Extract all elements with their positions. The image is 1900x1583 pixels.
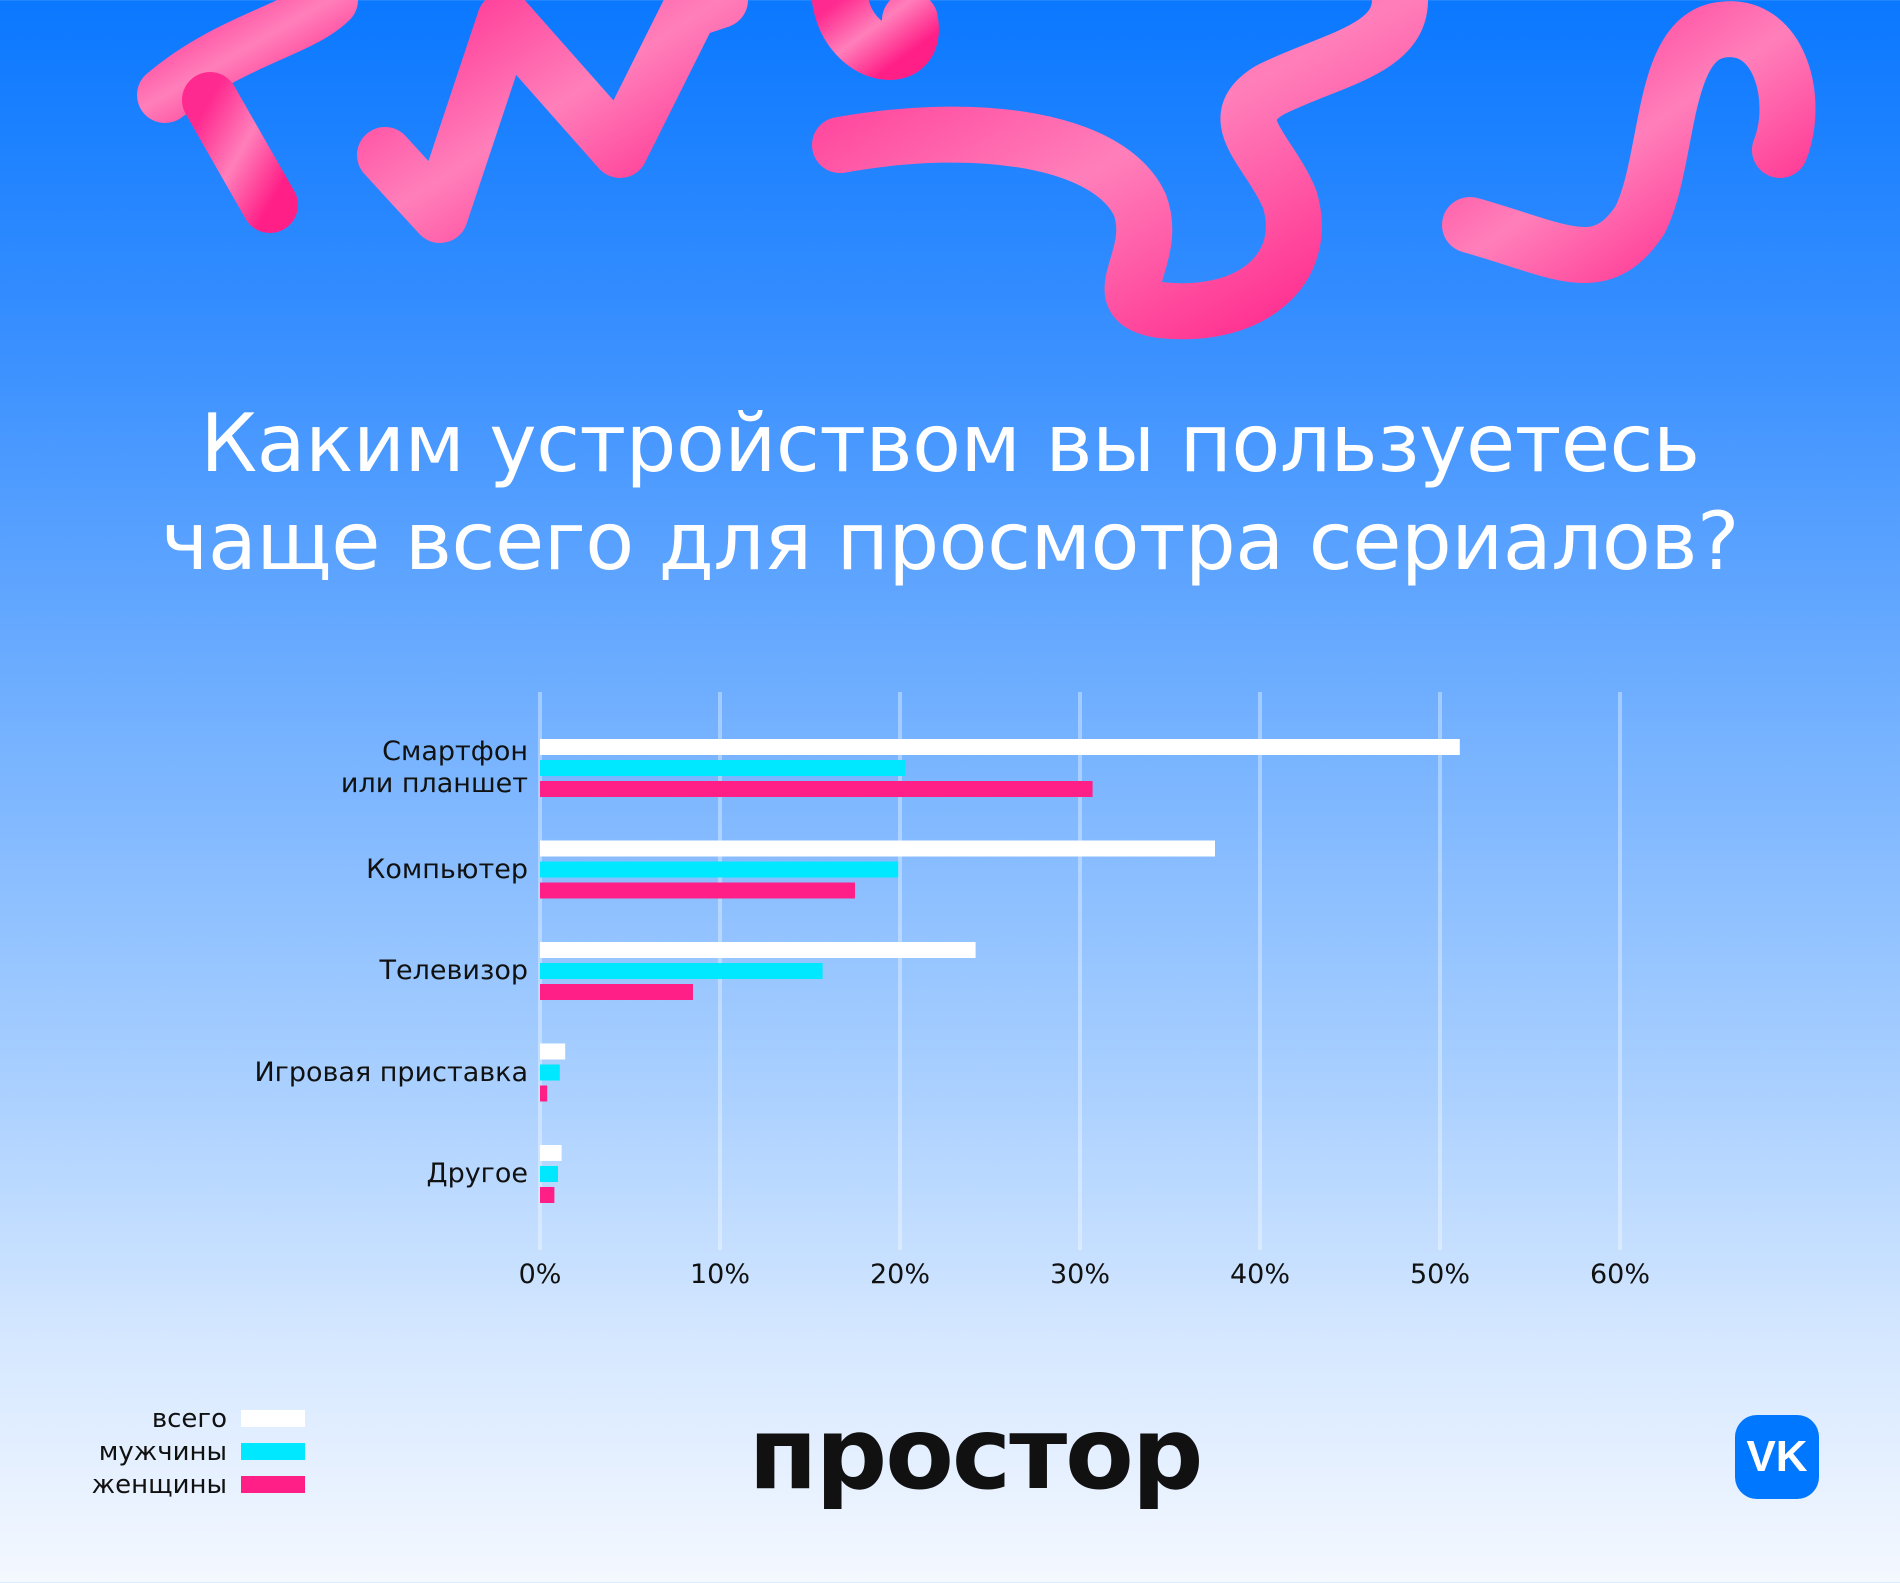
category-label: Компьютер bbox=[366, 853, 528, 885]
bar-women bbox=[540, 882, 855, 899]
legend-swatch bbox=[241, 1476, 305, 1493]
bar-total bbox=[540, 1145, 562, 1161]
legend-swatch bbox=[241, 1443, 305, 1460]
legend-item-men: мужчины bbox=[70, 1435, 305, 1468]
x-tick-label: 60% bbox=[1590, 1259, 1650, 1290]
bar-men bbox=[540, 861, 899, 878]
bar-women bbox=[540, 1085, 548, 1102]
x-tick-label: 0% bbox=[519, 1259, 562, 1290]
bar-men bbox=[540, 963, 823, 979]
x-tick-label: 20% bbox=[870, 1259, 930, 1290]
x-tick-label: 10% bbox=[690, 1259, 750, 1290]
brand-logo: простор bbox=[748, 1395, 1204, 1512]
legend-swatch bbox=[241, 1410, 305, 1427]
bar-total bbox=[540, 942, 976, 958]
bar-women bbox=[540, 781, 1093, 797]
bar-total bbox=[540, 739, 1460, 755]
bar-men bbox=[540, 1064, 560, 1081]
legend-item-women: женщины bbox=[70, 1468, 305, 1501]
bar-total bbox=[540, 1043, 566, 1060]
category-label: Смартфон или планшет bbox=[340, 736, 528, 799]
x-tick-label: 50% bbox=[1410, 1259, 1470, 1290]
vk-logo-icon: VK bbox=[1735, 1415, 1819, 1499]
legend-item-total: всего bbox=[70, 1402, 305, 1435]
category-label: Игровая приставка bbox=[254, 1056, 528, 1088]
title-line-1: Каким устройством вы пользуетесь bbox=[200, 397, 1700, 490]
category-label: Телевизор bbox=[379, 955, 528, 986]
title-line-2: чаще всего для просмотра сериалов? bbox=[161, 495, 1739, 588]
bar-men bbox=[540, 1166, 558, 1182]
category-label: Другое bbox=[426, 1158, 528, 1189]
bar-total bbox=[540, 840, 1215, 857]
legend: всего мужчины женщины bbox=[70, 1402, 305, 1501]
bar-men bbox=[540, 760, 906, 776]
chart-title: Каким устройством вы пользуетесь чаще вс… bbox=[0, 395, 1900, 591]
decorative-ribbons bbox=[137, 0, 1816, 340]
x-tick-label: 30% bbox=[1050, 1259, 1110, 1290]
bar-women bbox=[540, 1187, 555, 1203]
bar-women bbox=[540, 984, 693, 1000]
x-tick-label: 40% bbox=[1230, 1259, 1290, 1290]
